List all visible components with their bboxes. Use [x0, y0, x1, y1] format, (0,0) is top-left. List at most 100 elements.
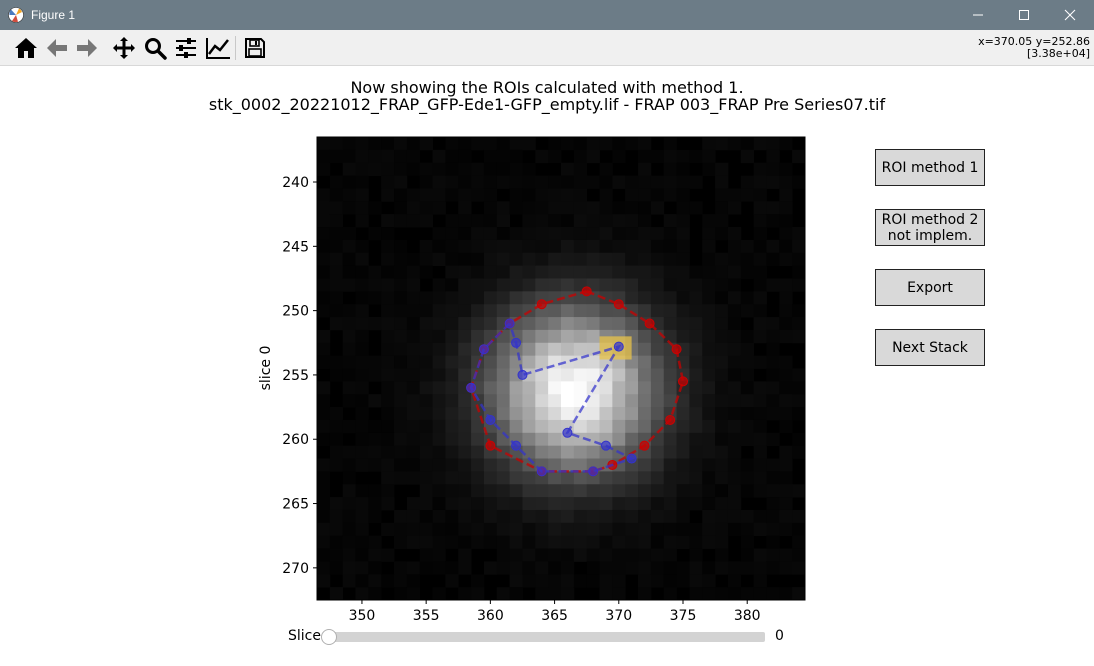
slice-slider-track[interactable]	[329, 632, 765, 642]
roi-vertex-red[interactable]	[536, 466, 547, 477]
image-pixel	[753, 522, 767, 537]
home-button[interactable]	[13, 35, 39, 61]
image-pixel	[625, 484, 639, 498]
roi-vertex-red[interactable]	[581, 286, 592, 297]
roi-vertex-blue[interactable]	[562, 427, 573, 438]
image-pixel	[561, 497, 575, 511]
image-pixel	[458, 278, 472, 292]
edit-axis-button[interactable]	[205, 35, 231, 61]
roi-vertex-blue[interactable]	[511, 337, 522, 348]
image-pixel	[329, 214, 344, 228]
image-pixel	[496, 162, 511, 176]
roi-vertex-red[interactable]	[485, 440, 496, 451]
save-button[interactable]	[242, 35, 268, 61]
image-pixel	[727, 471, 742, 485]
pan-button[interactable]	[111, 35, 137, 61]
maximize-button[interactable]	[1001, 0, 1047, 30]
roi-vertex-red[interactable]	[613, 299, 624, 310]
image-pixel	[753, 458, 767, 472]
image-pixel	[676, 342, 690, 357]
roi-vertex-blue[interactable]	[511, 440, 522, 451]
roi-vertex-red[interactable]	[478, 344, 489, 355]
back-button[interactable]	[44, 35, 70, 61]
image-pixel	[702, 137, 716, 151]
image-pixel	[458, 561, 472, 575]
roi-vertex-red[interactable]	[607, 459, 618, 470]
roi-method-1-button[interactable]: ROI method 1	[875, 149, 985, 186]
roi-method-2-button[interactable]: ROI method 2 not implem.	[875, 209, 985, 246]
roi-vertex-red[interactable]	[466, 382, 477, 393]
roi-vertex-blue[interactable]	[504, 318, 515, 329]
image-pixel	[471, 381, 485, 395]
image-pixel	[419, 497, 433, 511]
image-pixel	[753, 175, 767, 189]
image-pixel	[612, 329, 626, 344]
image-pixel	[573, 419, 588, 434]
image-pixel	[586, 342, 600, 357]
slice-slider-handle[interactable]	[321, 629, 337, 645]
configure-subplots-button[interactable]	[173, 35, 199, 61]
image-pixel	[483, 201, 498, 215]
roi-vertex-blue[interactable]	[588, 466, 599, 477]
image-pixel	[689, 201, 703, 215]
x-tick-label: 365	[541, 608, 568, 624]
image-pixel	[625, 548, 639, 562]
image-pixel	[638, 368, 652, 382]
image-pixel	[599, 419, 613, 434]
image-pixel	[368, 561, 382, 575]
image-pixel	[394, 317, 408, 331]
roi-vertex-red[interactable]	[504, 318, 515, 329]
roi-vertex-red[interactable]	[678, 376, 688, 387]
image-pixel	[638, 458, 652, 472]
next-stack-button[interactable]: Next Stack	[875, 329, 985, 366]
image-pixel	[342, 458, 356, 472]
image-pixel	[419, 252, 433, 267]
image-pixel	[445, 149, 459, 164]
forward-button[interactable]	[74, 35, 100, 61]
image-pixel	[509, 509, 523, 524]
image-pixel	[445, 291, 459, 305]
image-pixel	[317, 561, 331, 575]
image-pixel	[586, 535, 600, 549]
image-pixel	[406, 561, 421, 575]
roi-vertex-red[interactable]	[665, 414, 676, 425]
image-pixel	[509, 471, 523, 485]
roi-vertex-blue[interactable]	[466, 382, 477, 393]
image-pixel	[753, 239, 767, 254]
roi-vertex-red[interactable]	[639, 440, 650, 451]
zoom-button[interactable]	[142, 35, 168, 61]
roi-vertex-red[interactable]	[536, 299, 547, 310]
roi-vertex-blue[interactable]	[536, 466, 547, 477]
roi-vertex-blue[interactable]	[613, 341, 624, 352]
roi-vertex-blue[interactable]	[478, 344, 489, 355]
minimize-button[interactable]	[955, 0, 1001, 30]
close-button[interactable]	[1047, 0, 1093, 30]
image-pixel	[535, 535, 549, 549]
image-pixel	[406, 445, 421, 459]
image-pixel	[419, 471, 433, 485]
image-pixel	[522, 329, 536, 344]
roi-vertex-red[interactable]	[588, 466, 599, 477]
image-pixel	[509, 587, 523, 600]
image-pixel	[432, 188, 446, 202]
image-pixel	[471, 484, 485, 498]
roi-vertex-blue[interactable]	[600, 440, 611, 451]
image-pixel	[381, 484, 395, 498]
roi-vertex-blue[interactable]	[517, 369, 528, 380]
image-pixel	[329, 561, 344, 575]
image-pixel	[753, 445, 767, 459]
image-pixel	[638, 548, 652, 562]
image-pixel	[753, 265, 767, 279]
roi-vertex-blue[interactable]	[626, 453, 637, 464]
image-pixel	[381, 252, 395, 267]
image-pixel	[612, 497, 626, 511]
image-pixel	[342, 574, 356, 588]
roi-vertex-red[interactable]	[671, 344, 682, 355]
image-pixel	[792, 252, 805, 267]
roi-vertex-blue[interactable]	[485, 414, 496, 425]
image-pixel	[663, 561, 677, 575]
image-pixel	[355, 381, 369, 395]
image-pixel	[381, 368, 395, 382]
export-button[interactable]: Export	[875, 269, 985, 306]
roi-vertex-red[interactable]	[644, 318, 655, 329]
